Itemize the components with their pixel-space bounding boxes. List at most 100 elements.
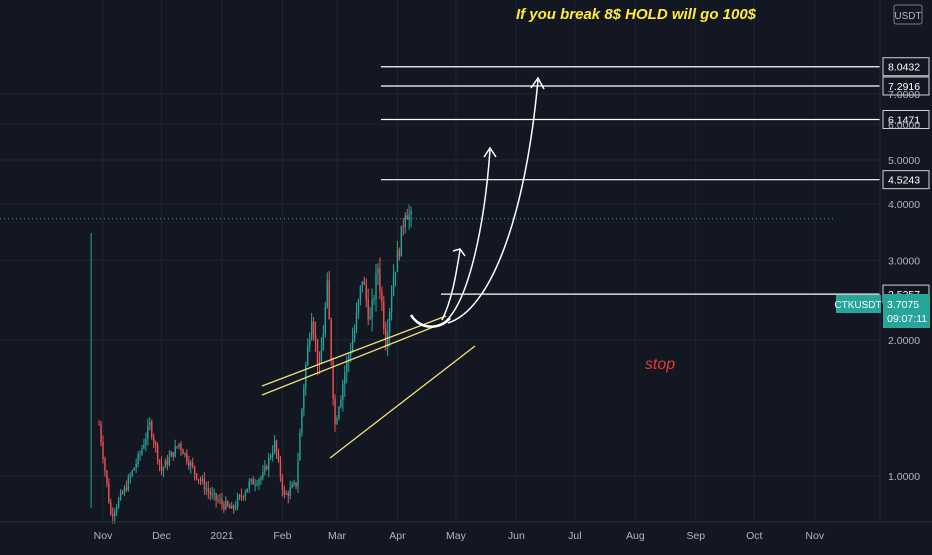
arrow-head-6-1 <box>483 146 497 158</box>
candle-body <box>137 453 139 464</box>
candle-body <box>273 440 276 453</box>
candle-body <box>188 461 190 467</box>
trendline-lower <box>329 345 476 459</box>
candle-body <box>400 226 403 257</box>
candle-body <box>387 332 389 348</box>
candle-body <box>205 488 208 490</box>
candle-body <box>164 460 167 468</box>
candle-body <box>240 495 243 497</box>
candle-body <box>238 495 241 498</box>
time-tick-label: Sep <box>686 530 705 542</box>
candle-body <box>131 470 133 476</box>
candle-body <box>186 453 188 462</box>
time-tick-label: Mar <box>328 530 347 542</box>
symbol-tag-box <box>836 295 881 313</box>
candle-body <box>221 499 223 505</box>
candle-body <box>100 424 102 443</box>
candle-body <box>154 442 157 446</box>
trendline-upper-2 <box>261 321 447 396</box>
level-tag-box <box>882 57 930 77</box>
current-price: 3.7075 <box>887 299 919 311</box>
currency-badge[interactable]: USDT <box>894 11 921 22</box>
candle-body <box>197 478 200 480</box>
candle-body <box>207 488 209 492</box>
candle-body <box>262 472 264 478</box>
candle-body <box>184 453 186 455</box>
candle-body <box>135 463 137 468</box>
candle-body <box>209 491 211 495</box>
candle-body <box>330 319 332 362</box>
candle-body <box>199 479 202 481</box>
candle-body <box>309 339 311 346</box>
candle-body <box>174 446 176 457</box>
candle-body <box>301 409 303 433</box>
price-tick-label: 3.0000 <box>888 255 920 267</box>
candle-body <box>151 422 153 437</box>
candle-body <box>166 460 169 465</box>
candle-body <box>192 462 194 467</box>
trendlines <box>261 315 476 459</box>
candle-body <box>344 372 346 384</box>
candle-body <box>371 299 373 318</box>
candle-body <box>160 463 163 471</box>
candle-body <box>404 215 406 227</box>
candle-body <box>287 493 289 497</box>
candle-body <box>305 364 307 388</box>
candle-body <box>291 484 293 488</box>
candle-body <box>108 483 110 503</box>
level-tag-label: 7.2916 <box>888 81 920 93</box>
time-tick-label: 2021 <box>210 530 234 542</box>
candle-body <box>361 281 364 287</box>
candle-body <box>121 492 124 494</box>
candle-body <box>201 479 204 481</box>
candle-body <box>365 284 367 300</box>
price-axis[interactable]: 1.0000 2.0000 3.0000 4.0000 5.0000 6.0000 7.00… <box>888 89 920 483</box>
candle-body <box>231 505 233 509</box>
candle-body <box>338 406 340 419</box>
candle-body <box>110 502 112 515</box>
candle-body <box>223 504 225 510</box>
candle-body <box>219 499 221 501</box>
price-tick-label: 4.0000 <box>888 199 920 211</box>
candle-body <box>266 466 268 470</box>
candle-body <box>162 467 165 471</box>
candle-body <box>229 505 231 509</box>
candle-body <box>383 301 385 330</box>
time-tick-label: Jun <box>508 530 525 542</box>
candle-body <box>307 345 309 365</box>
candle-body <box>246 488 248 493</box>
candle-body <box>119 492 122 500</box>
arrow-to-4-5 <box>441 249 461 321</box>
candle-body <box>264 466 266 473</box>
candle-body <box>217 499 219 501</box>
candle-body <box>299 432 301 461</box>
candle-body <box>172 452 174 457</box>
candle-body <box>193 466 196 474</box>
countdown: 09:07:11 <box>887 313 927 325</box>
time-tick-label: Aug <box>626 530 645 542</box>
candle-body <box>279 460 282 478</box>
candle-body <box>258 479 260 485</box>
candle-body <box>141 448 143 454</box>
price-tick-label: 2.0000 <box>888 335 920 347</box>
arrow-to-7-3 <box>447 79 539 324</box>
candle-body <box>139 453 141 455</box>
candle-body <box>328 280 330 320</box>
candle-body <box>355 312 358 331</box>
symbol-tag[interactable]: CTKUSDT <box>834 300 881 311</box>
candle-body <box>381 291 383 302</box>
candle-body <box>406 215 408 220</box>
candle-body <box>281 477 284 490</box>
candle-body <box>215 493 217 500</box>
price-tick-label: 5.0000 <box>888 155 920 167</box>
time-axis[interactable]: Nov Dec 2021 Feb Mar Apr May Jun Jul Aug Sep Oct Nov <box>94 530 825 542</box>
candle-body <box>396 249 399 272</box>
current-price-box <box>883 294 930 328</box>
candle-body <box>195 473 198 479</box>
annotation-title: If you break 8$ HOLD will go 100$ <box>516 6 757 23</box>
candle-body <box>322 333 325 350</box>
price-tick-label: 1.0000 <box>888 471 920 483</box>
